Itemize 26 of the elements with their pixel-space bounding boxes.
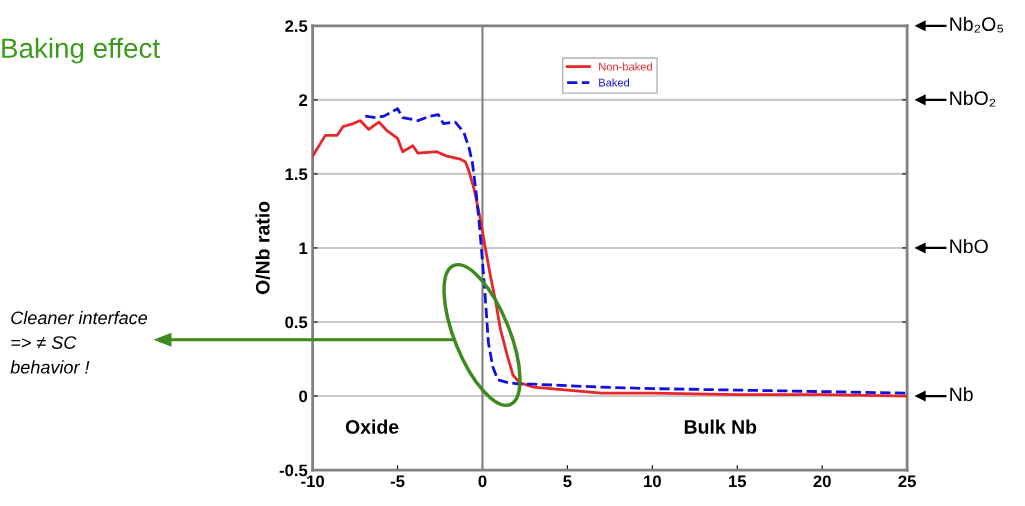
y-tick-label: 1	[299, 242, 308, 254]
x-tick-label: 15	[729, 475, 747, 488]
y-tick-label: 0	[299, 390, 308, 403]
x-tick-label: 5	[563, 475, 572, 488]
y-tick-label: 2	[299, 94, 308, 106]
y-tick-label: 1.5	[285, 168, 308, 181]
annotation: Oxide	[345, 419, 399, 434]
x-tick-label: 0	[478, 475, 487, 488]
x-tick-label: -10	[301, 475, 324, 488]
y-tick-label: 0.5	[285, 316, 308, 329]
y-axis-title: O/Nb ratio	[255, 201, 270, 295]
text: Cleaner interface => ≠ SC behavior !	[10, 310, 148, 374]
y-tick-label: 2.5	[285, 20, 308, 33]
legend-label: Baked	[599, 78, 630, 87]
x-tick-label: 20	[813, 475, 831, 488]
text: NbO₂	[950, 90, 996, 107]
x-tick-label: 10	[644, 475, 661, 488]
text: Nb	[950, 386, 973, 402]
legend-label: Non-baked	[599, 62, 652, 71]
y-tick-label: -0.5	[279, 464, 308, 477]
x-tick-label: -5	[390, 475, 405, 488]
text: NbO	[950, 238, 988, 254]
x-tick-label: 25	[898, 475, 916, 488]
annotation: Bulk Nb	[684, 419, 757, 434]
text: Baking effect	[2, 37, 160, 64]
text: Nb₂O₅	[950, 16, 1004, 33]
